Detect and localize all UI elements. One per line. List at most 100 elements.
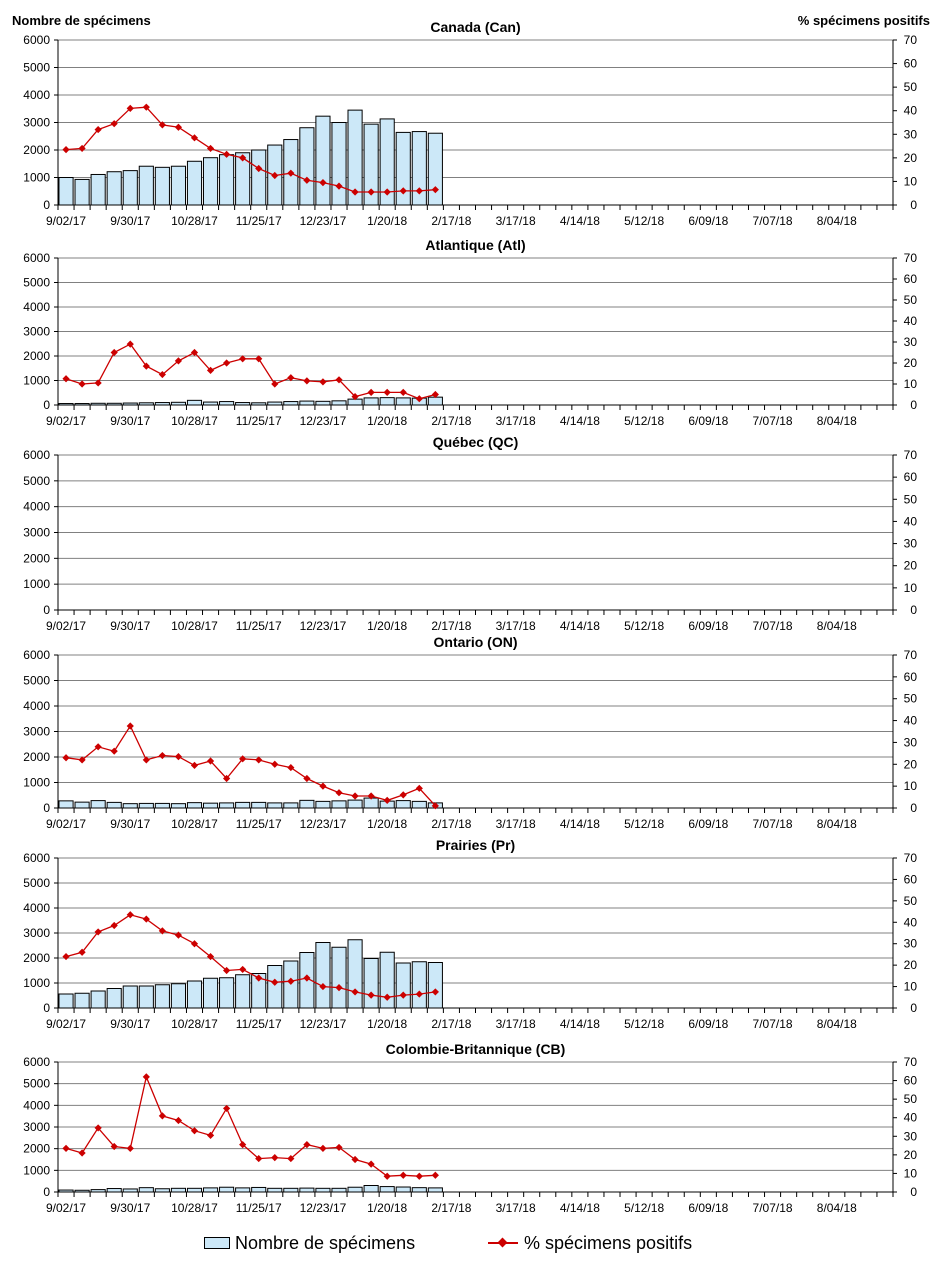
- chart-2-title: Atlantique (Atl): [425, 237, 525, 253]
- chart-4-percent-point: [126, 722, 134, 730]
- chart-4-bar: [411, 800, 427, 809]
- chart-1-bar: [331, 122, 347, 206]
- chart-4-y-right-tick-label: 70: [904, 648, 918, 662]
- chart-2-x-tick-label: 9/30/17: [110, 414, 150, 428]
- chart-2-percent-point: [78, 380, 86, 388]
- chart-1-y-right-tick-label: 10: [904, 174, 918, 188]
- chart-2-bar: [299, 400, 315, 406]
- chart-2-percent-point: [110, 348, 118, 357]
- chart-4-x-tick-label: 3/17/18: [496, 817, 536, 831]
- chart-3-x-tick-label: 5/12/18: [624, 619, 664, 633]
- chart-2-x-tick-label: 6/09/18: [688, 414, 728, 428]
- chart-1-bar: [90, 173, 106, 206]
- chart-5-percent-point: [206, 952, 215, 961]
- chart-2-percent-point: [431, 390, 439, 399]
- chart-6-y-right-tick-label: 20: [904, 1148, 918, 1162]
- chart-1-y-left-tick-label: 5000: [23, 61, 50, 75]
- chart-4-title: Ontario (ON): [434, 634, 518, 650]
- chart-6-bar: [138, 1187, 154, 1193]
- chart-1-bar: [122, 170, 138, 206]
- right-axis-title: % spécimens positifs: [797, 13, 930, 28]
- chart-5-percent-point: [174, 931, 183, 939]
- chart-6-bar: [395, 1186, 411, 1193]
- chart-6-y-right-tick-label: 40: [904, 1111, 918, 1125]
- chart-5-percent-point: [190, 940, 199, 948]
- chart-4-percent-point: [110, 747, 118, 755]
- chart-5-x-tick-label: 7/07/18: [753, 1017, 793, 1031]
- chart-2-percent-point: [255, 355, 263, 363]
- chart-5-bar: [154, 984, 170, 1009]
- chart-5-x-tick-label: 2/17/18: [431, 1017, 471, 1031]
- chart-2-y-left-tick-label: 5000: [23, 276, 50, 290]
- chart-5-bar: [138, 985, 154, 1009]
- chart-2-percent-point: [271, 380, 279, 388]
- chart-1-bar: [427, 132, 443, 206]
- chart-6-bar: [170, 1187, 186, 1193]
- chart-5-y-left-tick-label: 2000: [23, 951, 50, 965]
- chart-5-x-tick-label: 4/14/18: [560, 1017, 600, 1031]
- chart-6-percent-point: [399, 1171, 407, 1179]
- chart-2-bar: [283, 401, 299, 406]
- chart-1-y-right-tick-label: 70: [904, 33, 918, 47]
- chart-1-y-right-tick-label: 0: [910, 198, 917, 212]
- chart-1-percent-point: [126, 104, 134, 112]
- chart-4-y-left-tick-label: 5000: [23, 674, 50, 688]
- chart-6-bar: [315, 1187, 331, 1193]
- chart-4-x-tick-label: 11/25/17: [236, 817, 282, 831]
- chart-1-y-right-tick-label: 20: [904, 151, 918, 165]
- chart-5-percent-point: [271, 978, 279, 986]
- chart-4-bar: [186, 802, 203, 809]
- chart-5-percent-point: [158, 927, 166, 935]
- chart-5-y-left-tick-label: 5000: [23, 876, 50, 890]
- chart-3-title: Québec (QC): [433, 434, 519, 450]
- legend-line-marker: [488, 1238, 518, 1248]
- chart-2-x-tick-label: 3/17/18: [496, 414, 536, 428]
- chart-6-x-tick-label: 12/23/17: [300, 1201, 347, 1215]
- chart-3-y-left-tick-label: 4000: [23, 500, 50, 514]
- chart-1-percent-point: [110, 120, 118, 128]
- chart-6-bar: [299, 1187, 315, 1193]
- chart-2-y-right-tick-label: 50: [904, 293, 918, 307]
- chart-4-bar: [154, 802, 170, 809]
- chart-5-y-left-tick-label: 4000: [23, 901, 50, 915]
- chart-2-bar: [186, 399, 203, 406]
- chart-6-x-tick-label: 6/09/18: [688, 1201, 728, 1215]
- chart-5-bar: [58, 993, 74, 1009]
- chart-2-y-right-tick-label: 40: [904, 314, 918, 328]
- chart-4-x-tick-label: 12/23/17: [300, 817, 347, 831]
- chart-4-x-tick-label: 7/07/18: [753, 817, 793, 831]
- chart-4-bar: [347, 799, 363, 809]
- chart-6-percent-point: [94, 1124, 102, 1132]
- chart-6-percent-point: [319, 1144, 327, 1152]
- chart-4-bar: [90, 800, 106, 809]
- chart-5-percent-point: [223, 966, 231, 975]
- chart-1-x-tick-label: 5/12/18: [624, 214, 664, 228]
- chart-1-percent-point: [335, 182, 343, 190]
- chart-6-bar: [331, 1187, 347, 1193]
- chart-2-percent-point: [399, 388, 407, 396]
- chart-5-title: Prairies (Pr): [436, 837, 515, 853]
- chart-1-y-left-tick-label: 6000: [23, 33, 50, 47]
- chart-3-x-tick-label: 12/23/17: [300, 619, 347, 633]
- chart-5-bar: [106, 988, 122, 1009]
- chart-2-percent-point: [383, 388, 391, 396]
- chart-3-y-right-tick-label: 20: [904, 559, 918, 573]
- chart-5-y-left-tick-label: 0: [43, 1001, 50, 1015]
- chart-6-bar: [202, 1187, 219, 1193]
- chart-6-percent-point: [78, 1149, 86, 1157]
- chart-4-percent-point: [158, 751, 166, 760]
- chart-1-x-tick-label: 10/28/17: [171, 214, 218, 228]
- chart-5-percent-point: [255, 974, 263, 982]
- chart-6-y-right-tick-label: 10: [904, 1166, 918, 1180]
- chart-3-x-tick-label: 4/14/18: [560, 619, 600, 633]
- chart-1-percent-point: [367, 188, 375, 196]
- chart-4-percent-point: [287, 763, 295, 772]
- chart-4-percent-point: [335, 789, 343, 797]
- chart-1-percent-point: [351, 188, 359, 196]
- chart-5-x-tick-label: 10/28/17: [171, 1017, 218, 1031]
- chart-6-percent-point: [62, 1144, 70, 1152]
- chart-2-x-tick-label: 2/17/18: [431, 414, 471, 428]
- chart-5-y-right-tick-label: 20: [904, 958, 918, 972]
- chart-6-x-tick-label: 5/12/18: [624, 1201, 664, 1215]
- chart-1-y-right-tick-label: 30: [904, 127, 918, 141]
